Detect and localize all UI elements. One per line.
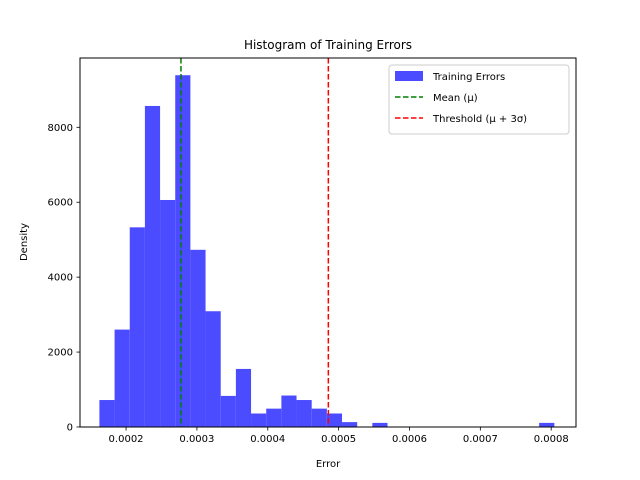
- histogram-bar: [311, 408, 327, 427]
- x-tick-label: 0.0008: [534, 434, 569, 445]
- histogram-bar: [235, 368, 252, 427]
- histogram-bar: [296, 400, 312, 427]
- x-tick-label: 0.0003: [179, 434, 214, 445]
- histogram-bar: [220, 395, 236, 427]
- x-axis-label: Error: [316, 459, 341, 470]
- y-tick-label: 0: [67, 423, 73, 434]
- histogram-bar: [99, 400, 115, 427]
- y-tick-label: 4000: [48, 273, 73, 284]
- x-tick-label: 0.0004: [250, 434, 285, 445]
- legend-swatch-training-errors: [395, 71, 423, 81]
- y-axis-ticks: 0 2000 4000 6000 8000: [48, 123, 80, 434]
- legend: Training Errors Mean (μ) Threshold (μ + …: [388, 64, 570, 135]
- histogram-bar: [326, 413, 343, 427]
- legend-label-threshold: Threshold (μ + 3σ): [432, 114, 527, 125]
- histogram-bar: [144, 105, 161, 427]
- legend-label-training-errors: Training Errors: [432, 72, 505, 83]
- y-tick-label: 6000: [48, 198, 73, 209]
- histogram-bar: [372, 422, 388, 427]
- histogram-bar: [129, 227, 145, 427]
- histogram-bar: [266, 408, 282, 427]
- histogram-bar: [251, 413, 267, 427]
- histogram-bar: [114, 329, 130, 427]
- chart-title: Histogram of Training Errors: [244, 38, 412, 52]
- histogram-bar: [205, 311, 221, 427]
- histogram-bar: [175, 75, 191, 427]
- plot-frame: [79, 57, 577, 428]
- y-axis-label: Density: [19, 223, 30, 261]
- x-axis-ticks: 0.0002 0.0003 0.0004 0.0005 0.0006 0.0007 0.00…: [109, 427, 569, 445]
- histogram-bar: [342, 422, 358, 427]
- legend-box: [388, 64, 570, 135]
- x-tick-label: 0.0002: [109, 434, 144, 445]
- y-tick-label: 8000: [48, 123, 73, 134]
- x-tick-label: 0.0007: [463, 434, 498, 445]
- y-tick-label: 2000: [48, 348, 73, 359]
- reference-lines: [180, 58, 330, 427]
- histogram-bar: [539, 422, 555, 427]
- x-tick-label: 0.0006: [392, 434, 427, 445]
- histogram-bar: [281, 395, 297, 427]
- histogram-bar: [160, 199, 176, 427]
- legend-label-mean: Mean (μ): [433, 93, 478, 104]
- histogram-bars: [99, 75, 555, 427]
- x-tick-label: 0.0005: [321, 434, 356, 445]
- histogram-bar: [190, 249, 206, 427]
